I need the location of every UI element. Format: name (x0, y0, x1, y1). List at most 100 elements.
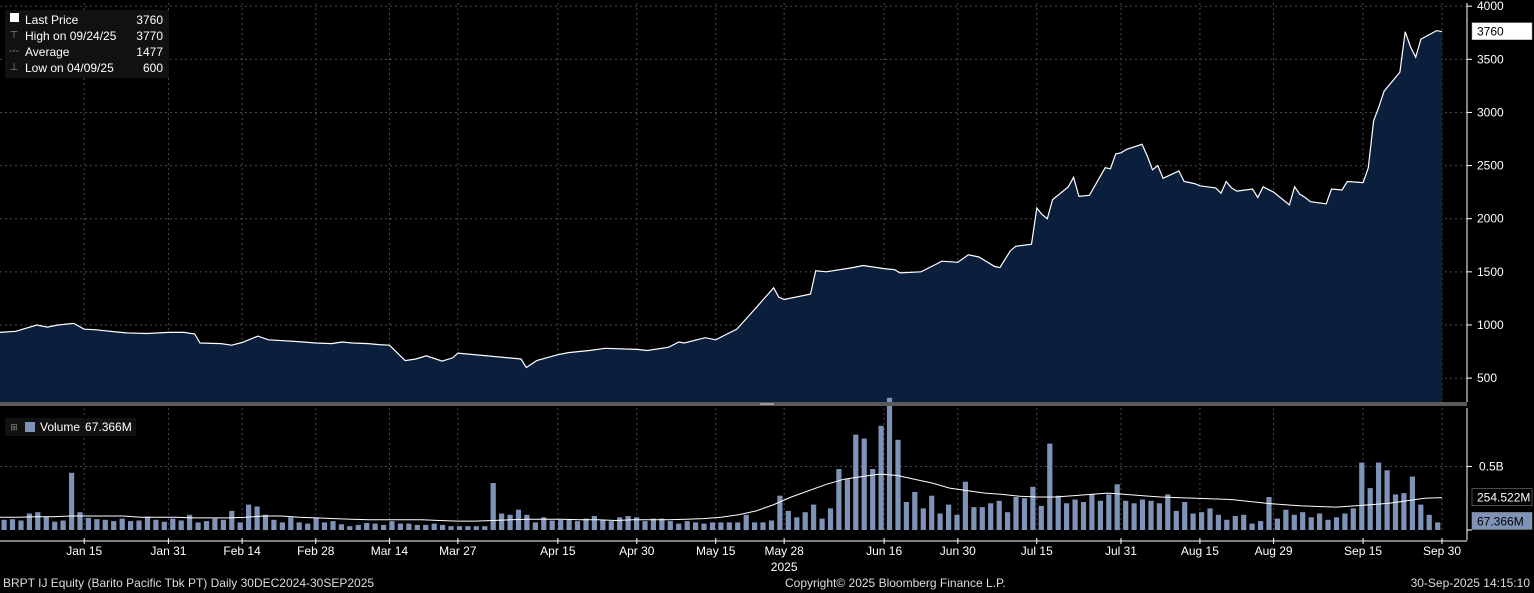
volume-bar (853, 434, 859, 530)
date-tick-label: Aug 15 (1181, 544, 1219, 558)
volume-legend[interactable]: ⊞ Volume 67.366M (5, 418, 136, 436)
volume-bar (794, 517, 800, 530)
price-tick-label: 3500 (1477, 52, 1504, 66)
legend-label: Average (25, 45, 70, 59)
volume-bar (684, 521, 690, 530)
volume-bar (1283, 509, 1289, 530)
volume-bar (60, 520, 66, 530)
volume-bar (1392, 494, 1399, 530)
last-volume-tag: 67.366M (1477, 514, 1524, 528)
date-tick-label: Mar 14 (371, 544, 409, 558)
expand-icon[interactable]: ⊞ (10, 422, 18, 432)
volume-bar (693, 522, 699, 530)
volume-bar (1123, 500, 1129, 530)
volume-bar (18, 520, 24, 530)
date-tick-label: May 28 (764, 544, 804, 558)
volume-bar (1224, 519, 1230, 530)
volume-bar (1190, 513, 1196, 530)
volume-bar (962, 481, 968, 530)
volume-bar (870, 469, 876, 530)
legend-row-average[interactable]: -◦- Average 1477 (7, 44, 163, 60)
volume-bar (768, 520, 775, 530)
volume-bar (128, 521, 134, 530)
legend-row-low[interactable]: ⊥ Low on 04/09/25 600 (7, 60, 163, 76)
volume-bar (364, 523, 370, 530)
volume-bar (431, 523, 437, 530)
volume-bar (760, 522, 766, 530)
volume-bar (996, 500, 1002, 530)
volume-bar (456, 526, 463, 530)
volume-bar (1139, 499, 1146, 530)
volume-bar (313, 517, 319, 530)
volume-bar (1097, 500, 1103, 530)
volume-bar (203, 521, 210, 530)
volume-bar (254, 506, 260, 530)
volume-bar (988, 503, 994, 530)
volume-bar (946, 504, 952, 530)
last-volume-tag-box (1471, 512, 1533, 530)
high-marker-icon: ⊤ (9, 30, 19, 41)
volume-bar (1021, 498, 1028, 530)
volume-bar (676, 523, 682, 530)
volume-bar (541, 517, 547, 530)
volume-bar (1435, 522, 1441, 530)
legend-row-last-price[interactable]: Last Price 3760 (7, 12, 163, 28)
volume-bar (372, 523, 378, 530)
volume-bar (482, 526, 488, 530)
volume-bar (1114, 484, 1120, 531)
volume-bar (1047, 443, 1053, 530)
volume-bar (1131, 503, 1137, 530)
date-tick-label: May 15 (696, 544, 736, 558)
price-tick-label: 3000 (1477, 105, 1504, 119)
volume-bar (954, 514, 960, 531)
volume-bar (397, 523, 403, 530)
volume-bar (338, 524, 344, 530)
volume-bar (262, 514, 269, 531)
legend-value: 3770 (136, 29, 163, 43)
volume-bar (178, 520, 184, 530)
volume-bar (819, 518, 825, 530)
price-tick-label: 2000 (1477, 212, 1504, 226)
date-tick-label: Jan 31 (150, 544, 186, 558)
volume-bar (1005, 512, 1011, 530)
volume-bar (355, 524, 361, 530)
volume-bar (321, 522, 328, 530)
volume-average-tag-box (1471, 488, 1533, 506)
volume-bar (490, 483, 496, 530)
volume-bar (667, 521, 673, 530)
volume-bar (1266, 497, 1272, 530)
volume-bar (229, 510, 235, 530)
volume-bar (220, 519, 226, 530)
volume-bar (414, 524, 420, 530)
volume-bar (979, 507, 985, 530)
volume-bar (1291, 514, 1297, 531)
volume-bar (650, 518, 656, 530)
volume-bar (625, 516, 631, 530)
year-label: 2025 (771, 560, 798, 574)
volume-bar (735, 522, 741, 530)
date-tick-label: Sep 30 (1423, 544, 1461, 558)
last-price-tag-box (1471, 22, 1533, 40)
volume-bar (1165, 494, 1171, 530)
volume-bar (473, 526, 479, 530)
legend-value: 3760 (136, 13, 163, 27)
volume-bar (617, 517, 623, 530)
volume-bar (423, 524, 429, 530)
copyright-text: Copyright© 2025 Bloomberg Finance L.P. (785, 576, 1006, 590)
volume-bar (1156, 503, 1162, 530)
price-area-layer (0, 29, 1443, 402)
volume-bar (1232, 516, 1238, 530)
volume-bar (465, 526, 471, 530)
price-tick-label: 1000 (1477, 318, 1504, 332)
volume-average-line (0, 473, 1443, 522)
volume-bar (1274, 518, 1280, 530)
volume-bar (1317, 513, 1323, 530)
volume-bar (895, 439, 901, 530)
last-price-tag: 3760 (1477, 25, 1504, 39)
volume-bar (1013, 497, 1019, 530)
volume-bars-layer (1, 397, 1441, 531)
pane-separator (0, 402, 1467, 406)
price-tick-label: 2500 (1477, 159, 1504, 173)
date-tick-label: Feb 14 (223, 544, 261, 558)
legend-row-high[interactable]: ⊤ High on 09/24/25 3770 (7, 28, 163, 44)
